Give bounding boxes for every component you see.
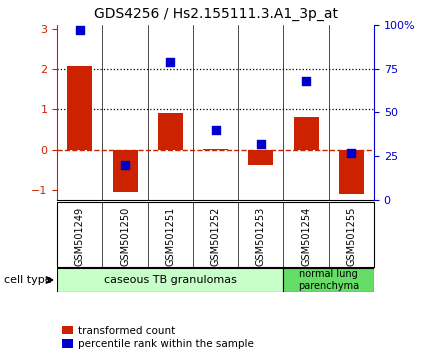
Text: normal lung
parenchyma: normal lung parenchyma <box>298 269 359 291</box>
Bar <box>283 268 374 292</box>
Text: caseous TB granulomas: caseous TB granulomas <box>104 275 237 285</box>
Bar <box>249 150 273 165</box>
Point <box>76 27 83 33</box>
Title: GDS4256 / Hs2.155111.3.A1_3p_at: GDS4256 / Hs2.155111.3.A1_3p_at <box>94 7 337 21</box>
Point <box>348 150 355 155</box>
Text: GSM501253: GSM501253 <box>256 207 266 266</box>
Point <box>167 59 174 64</box>
Text: GSM501252: GSM501252 <box>211 207 220 267</box>
Point <box>121 162 128 168</box>
Text: GSM501254: GSM501254 <box>301 207 311 266</box>
Text: GSM501249: GSM501249 <box>75 207 85 266</box>
Point <box>303 78 310 84</box>
Bar <box>67 66 92 150</box>
Bar <box>57 268 283 292</box>
Text: GSM501251: GSM501251 <box>165 207 176 266</box>
Bar <box>158 113 183 150</box>
Point <box>257 141 264 147</box>
Point <box>212 127 219 133</box>
Text: cell type: cell type <box>4 275 52 285</box>
Bar <box>293 116 319 150</box>
Text: GSM501255: GSM501255 <box>346 207 356 267</box>
Text: GSM501250: GSM501250 <box>120 207 130 266</box>
Legend: transformed count, percentile rank within the sample: transformed count, percentile rank withi… <box>62 326 254 349</box>
Bar <box>113 150 138 192</box>
Bar <box>203 149 228 150</box>
Bar <box>339 150 364 194</box>
